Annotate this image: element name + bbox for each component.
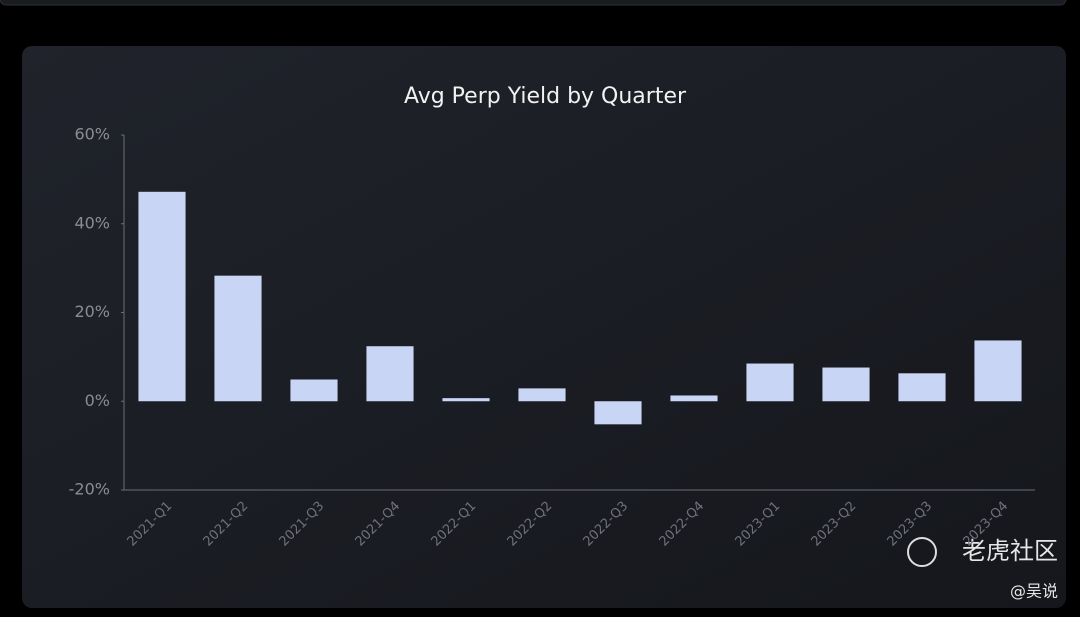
bar (138, 191, 186, 402)
y-tick-label: 60% (74, 125, 110, 144)
bar (898, 373, 946, 402)
y-tick-label: -20% (69, 480, 110, 499)
y-tick-label: 0% (85, 391, 110, 410)
bar (214, 275, 262, 402)
bar (518, 388, 566, 402)
chart-title: Avg Perp Yield by Quarter (404, 84, 687, 109)
watermark-logo (907, 537, 937, 567)
y-tick-label: 40% (74, 213, 110, 232)
bar (974, 340, 1022, 402)
bar (290, 379, 338, 402)
bar (442, 398, 490, 402)
bar (746, 363, 794, 402)
bar (594, 401, 642, 425)
y-tick-label: 20% (74, 302, 110, 321)
bar (670, 395, 718, 402)
watermark-author: @吴说 (1010, 582, 1058, 601)
bar (822, 367, 870, 402)
top-panel (0, 0, 1067, 6)
card (22, 46, 1066, 608)
watermark-brand: 老虎社区 (962, 537, 1058, 565)
bar (366, 346, 414, 402)
